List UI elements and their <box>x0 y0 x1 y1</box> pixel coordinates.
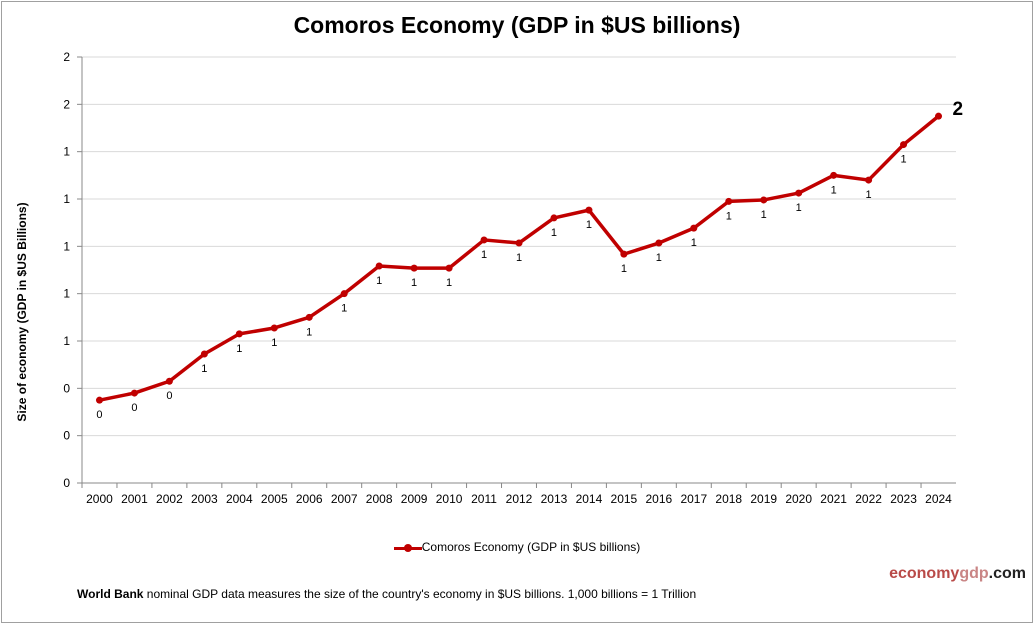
x-tick-label: 2018 <box>715 492 742 506</box>
data-point <box>480 236 488 244</box>
y-tick-label: 1 <box>63 334 70 348</box>
y-tick-label: 2 <box>63 97 70 111</box>
data-point <box>795 189 803 197</box>
data-point <box>655 239 663 247</box>
data-point <box>375 262 383 270</box>
data-point <box>130 389 138 397</box>
data-label: 1 <box>900 154 906 166</box>
data-label: 2 <box>953 99 964 120</box>
x-tick-label: 2022 <box>855 492 882 506</box>
data-label: 1 <box>621 263 627 275</box>
data-point <box>235 330 243 338</box>
chart-title: Comoros Economy (GDP in $US billions) <box>293 12 741 38</box>
data-label: 1 <box>376 275 382 287</box>
x-tick-label: 2021 <box>820 492 847 506</box>
legend: Comoros Economy (GDP in $US billions) <box>0 540 1034 554</box>
x-tick-label: 2004 <box>226 492 253 506</box>
data-label: 1 <box>271 337 277 349</box>
data-point <box>165 377 173 385</box>
data-label: 1 <box>201 363 207 375</box>
footnote: World Bank nominal GDP data measures the… <box>77 587 696 601</box>
legend-swatch <box>393 542 422 554</box>
data-point <box>935 112 943 120</box>
data-point <box>725 197 733 205</box>
data-label: 1 <box>481 249 487 261</box>
data-label: 1 <box>761 209 767 221</box>
y-tick-label: 1 <box>63 239 70 253</box>
data-point <box>620 250 628 258</box>
x-tick-label: 2014 <box>576 492 603 506</box>
data-point <box>305 313 313 321</box>
y-tick-label: 1 <box>63 145 70 159</box>
data-label: 1 <box>341 303 347 315</box>
brand-part: .com <box>988 565 1026 582</box>
x-tick-label: 2003 <box>191 492 218 506</box>
data-label: 1 <box>586 219 592 231</box>
x-tick-label: 2001 <box>121 492 148 506</box>
data-label: 1 <box>691 237 697 249</box>
x-tick-label: 2017 <box>680 492 707 506</box>
legend-label: Comoros Economy (GDP in $US billions) <box>421 540 641 554</box>
x-tick-label: 2006 <box>296 492 323 506</box>
data-point <box>515 239 523 247</box>
data-label: 1 <box>306 326 312 338</box>
x-tick-label: 2013 <box>541 492 568 506</box>
data-label: 0 <box>166 390 172 402</box>
data-point <box>270 324 278 332</box>
x-tick-label: 2009 <box>401 492 428 506</box>
x-tick-label: 2011 <box>471 492 497 506</box>
x-tick-label: 2023 <box>890 492 917 506</box>
x-tick-label: 2019 <box>750 492 777 506</box>
data-point <box>95 396 103 404</box>
x-tick-label: 2005 <box>261 492 288 506</box>
y-tick-label: 0 <box>63 476 70 490</box>
data-point <box>900 141 908 149</box>
y-tick-label: 0 <box>63 429 70 443</box>
x-tick-label: 2016 <box>645 492 672 506</box>
data-point <box>760 196 768 204</box>
data-label: 1 <box>831 184 837 196</box>
data-point <box>200 350 208 358</box>
footnote-source: World Bank <box>77 587 144 601</box>
data-label: 1 <box>236 343 242 355</box>
data-point <box>445 264 453 272</box>
data-label: 0 <box>131 402 137 414</box>
data-label: 1 <box>411 277 417 289</box>
data-label: 1 <box>446 277 452 289</box>
x-tick-label: 2007 <box>331 492 358 506</box>
brand-part: economy <box>889 565 960 582</box>
brand-logo: economygdp.com <box>889 565 1026 583</box>
x-tick-label: 2008 <box>366 492 393 506</box>
x-tick-label: 2020 <box>785 492 812 506</box>
data-label: 1 <box>866 189 872 201</box>
y-tick-label: 0 <box>63 381 70 395</box>
data-point <box>865 176 873 184</box>
x-tick-label: 2015 <box>611 492 638 506</box>
data-point <box>410 264 418 272</box>
data-point <box>340 290 348 298</box>
y-tick-label: 1 <box>63 192 70 206</box>
data-point <box>550 214 558 222</box>
data-label: 0 <box>96 409 102 421</box>
footnote-text: nominal GDP data measures the size of th… <box>143 587 697 601</box>
y-tick-label: 2 <box>63 50 70 64</box>
data-label: 1 <box>516 252 522 264</box>
x-tick-label: 2010 <box>436 492 463 506</box>
x-tick-label: 2024 <box>925 492 952 506</box>
data-label: 1 <box>551 227 557 239</box>
x-tick-label: 2000 <box>86 492 113 506</box>
data-label: 1 <box>726 210 732 222</box>
x-tick-label: 2012 <box>506 492 533 506</box>
data-point <box>585 206 593 214</box>
data-label: 1 <box>796 202 802 214</box>
x-tick-label: 2002 <box>156 492 183 506</box>
brand-part: gdp <box>959 565 989 582</box>
data-point <box>690 224 698 232</box>
data-label: 1 <box>656 252 662 264</box>
y-tick-label: 1 <box>63 287 70 301</box>
data-point <box>830 171 838 179</box>
